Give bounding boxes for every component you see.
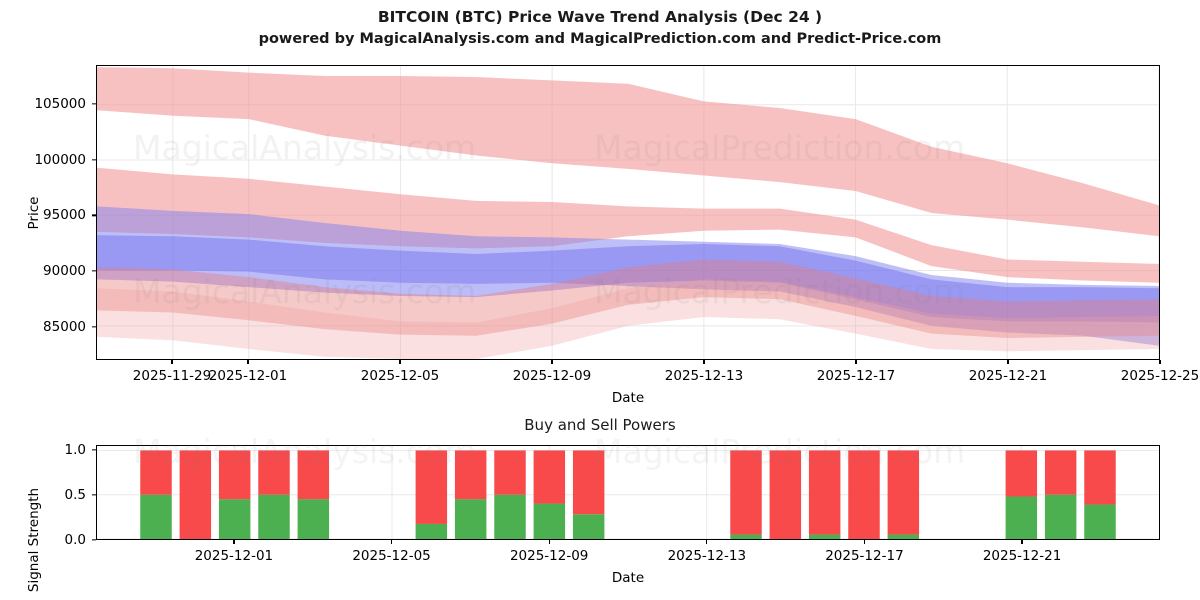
buy-power-bar bbox=[1084, 504, 1116, 539]
buy-power-bar bbox=[730, 534, 762, 539]
signal-ytick-mark bbox=[92, 448, 96, 451]
signal-xtick-label: 2025-12-13 bbox=[667, 548, 747, 564]
price-y-axis-label: Price bbox=[26, 196, 42, 230]
price-xtick-label: 2025-12-13 bbox=[664, 368, 744, 384]
signal-x-axis-label: Date bbox=[611, 570, 645, 586]
price-ytick-mark bbox=[92, 158, 96, 161]
price-ytick-label: 90000 bbox=[43, 262, 86, 279]
price-xtick-mark bbox=[399, 360, 401, 364]
sell-power-bar bbox=[808, 450, 841, 535]
buy-power-bar bbox=[258, 494, 290, 539]
sell-power-bar bbox=[297, 450, 330, 500]
signal-xtick-label: 2025-12-01 bbox=[194, 548, 274, 564]
price-ytick-label: 85000 bbox=[43, 318, 86, 335]
buy-sell-bars bbox=[97, 446, 1159, 539]
buy-power-bar bbox=[494, 494, 526, 539]
price-xtick-label: 2025-12-05 bbox=[360, 368, 440, 384]
signal-xtick-label: 2025-12-17 bbox=[825, 548, 904, 564]
sell-power-bar bbox=[848, 450, 880, 539]
price-chart-plot-area bbox=[96, 65, 1160, 360]
price-xtick-mark bbox=[551, 360, 553, 364]
price-ytick-mark bbox=[92, 270, 96, 272]
signal-xtick-mark bbox=[390, 540, 393, 544]
signal-ytick-label: 0.0 bbox=[64, 532, 86, 548]
price-wave-bands bbox=[97, 66, 1159, 359]
price-ytick-label: 95000 bbox=[43, 207, 86, 224]
price-xtick-label: 2025-12-25 bbox=[1120, 368, 1200, 384]
price-xtick-label: 2025-12-09 bbox=[512, 368, 592, 384]
buy-power-bar bbox=[140, 494, 172, 539]
price-xtick-label: 2025-11-29 bbox=[132, 368, 212, 384]
sell-power-bar bbox=[572, 450, 605, 515]
signal-ytick-mark bbox=[92, 494, 96, 496]
signal-chart-title: Buy and Sell Powers bbox=[524, 416, 676, 434]
sell-power-bar bbox=[258, 450, 290, 495]
signal-xtick-mark bbox=[548, 540, 550, 544]
sell-power-bar bbox=[730, 450, 762, 535]
chart-title: BITCOIN (BTC) Price Wave Trend Analysis … bbox=[377, 8, 823, 26]
signal-xtick-label: 2025-12-05 bbox=[352, 548, 431, 564]
signal-xtick-label: 2025-12-21 bbox=[982, 548, 1062, 564]
signal-ytick-label: 0.5 bbox=[64, 486, 86, 503]
buy-power-bar bbox=[415, 523, 448, 539]
price-xtick-mark bbox=[855, 360, 857, 364]
sell-power-bar bbox=[533, 450, 566, 504]
signal-xtick-mark bbox=[233, 540, 235, 544]
signal-xtick-mark bbox=[1021, 540, 1023, 544]
signal-xtick-mark bbox=[706, 540, 708, 544]
signal-xtick-mark bbox=[863, 540, 866, 544]
price-xtick-label: 2025-12-17 bbox=[816, 368, 896, 384]
buy-power-bar bbox=[1044, 494, 1077, 539]
price-x-axis-label: Date bbox=[611, 390, 645, 406]
buy-power-bar bbox=[887, 534, 920, 539]
signal-y-axis-label: Signal Strength bbox=[26, 487, 42, 593]
sell-power-bar bbox=[454, 450, 487, 500]
sell-power-bar bbox=[494, 450, 526, 495]
sell-power-bar bbox=[179, 450, 212, 539]
sell-power-bar bbox=[887, 450, 920, 535]
sell-power-bar bbox=[1084, 450, 1116, 505]
price-ytick-mark bbox=[92, 325, 96, 328]
price-xtick-mark bbox=[247, 360, 249, 364]
price-xtick-mark bbox=[171, 360, 173, 364]
sell-power-bar bbox=[415, 450, 448, 524]
price-xtick-mark bbox=[703, 360, 705, 364]
sell-power-bar bbox=[140, 450, 172, 495]
price-ytick-label: 105000 bbox=[34, 95, 86, 112]
signal-ytick-label: 1.0 bbox=[64, 441, 86, 458]
buy-power-bar bbox=[1005, 496, 1038, 539]
price-ytick-label: 100000 bbox=[34, 151, 86, 168]
sell-power-bar bbox=[1044, 450, 1077, 495]
buy-power-bar bbox=[297, 499, 330, 539]
buy-power-bar bbox=[808, 534, 841, 539]
price-xtick-label: 2025-12-21 bbox=[968, 368, 1048, 384]
sell-power-bar bbox=[769, 450, 802, 539]
chart-subtitle: powered by MagicalAnalysis.com and Magic… bbox=[258, 31, 942, 47]
buy-power-bar bbox=[533, 503, 566, 539]
signal-xtick-label: 2025-12-09 bbox=[509, 548, 589, 564]
price-xtick-mark bbox=[1007, 360, 1009, 364]
sell-power-bar bbox=[1005, 450, 1038, 497]
price-xtick-label: 2025-12-01 bbox=[208, 368, 288, 384]
buy-power-bar bbox=[454, 499, 487, 539]
price-ytick-mark bbox=[92, 103, 96, 105]
price-xtick-mark bbox=[1159, 360, 1161, 364]
buy-power-bar bbox=[218, 499, 251, 539]
price-ytick-mark bbox=[92, 214, 96, 216]
signal-chart-plot-area bbox=[96, 445, 1160, 540]
signal-ytick-mark bbox=[92, 539, 96, 541]
sell-power-bar bbox=[218, 450, 251, 500]
buy-power-bar bbox=[572, 514, 605, 539]
